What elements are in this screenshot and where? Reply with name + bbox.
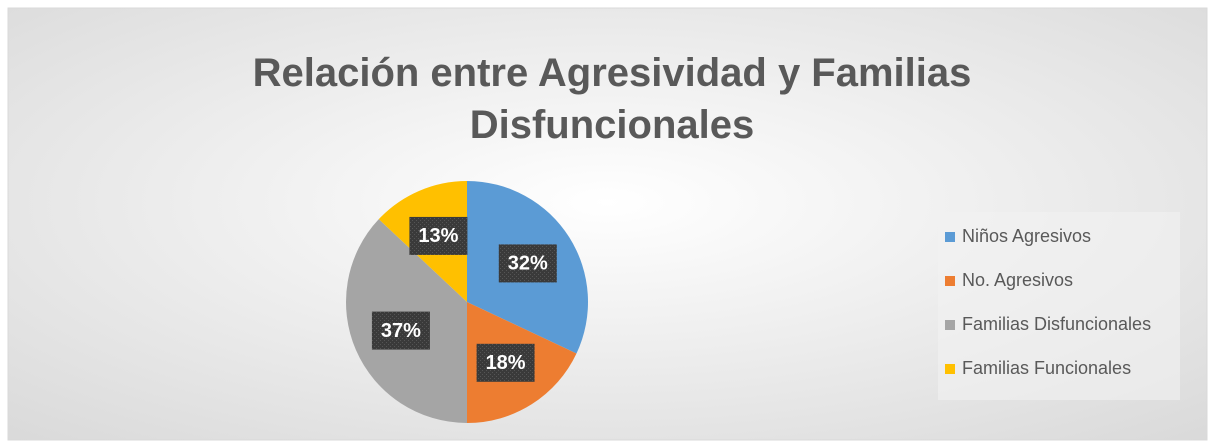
legend-label: No. Agresivos xyxy=(962,270,1073,290)
data-label-box xyxy=(476,343,535,382)
data-label-box xyxy=(409,216,468,255)
legend-marker xyxy=(945,232,955,242)
legend-marker xyxy=(945,364,955,374)
data-label: 37% xyxy=(381,320,421,342)
legend-marker xyxy=(945,276,955,286)
data-label-box xyxy=(498,244,557,283)
data-label: 13% xyxy=(418,225,458,247)
data-label-box xyxy=(371,311,430,350)
legend-label: Niños Agresivos xyxy=(962,226,1091,246)
legend-label: Familias Funcionales xyxy=(962,358,1131,378)
data-label: 18% xyxy=(486,352,526,374)
legend-marker xyxy=(945,320,955,330)
data-label: 32% xyxy=(508,253,548,275)
chart-title: Relación entre Agresividad y Familias Dis… xyxy=(253,51,972,147)
legend-box xyxy=(938,212,1180,400)
legend-label: Familias Disfuncionales xyxy=(962,314,1151,334)
